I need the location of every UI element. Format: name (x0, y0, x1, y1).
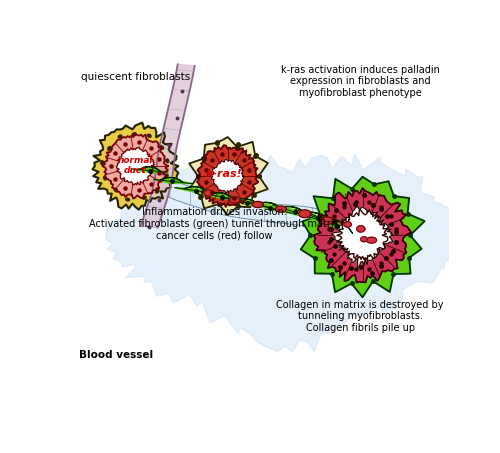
Ellipse shape (132, 133, 136, 135)
Polygon shape (197, 145, 258, 207)
Polygon shape (256, 202, 283, 211)
Polygon shape (140, 167, 160, 172)
Ellipse shape (166, 174, 168, 178)
Polygon shape (276, 206, 286, 212)
Ellipse shape (166, 159, 168, 163)
Polygon shape (298, 210, 311, 217)
Text: quiescent fibroblasts: quiescent fibroblasts (80, 72, 190, 82)
Ellipse shape (108, 147, 111, 150)
Polygon shape (172, 179, 193, 183)
Polygon shape (211, 159, 244, 193)
Polygon shape (332, 207, 393, 267)
Ellipse shape (148, 134, 151, 137)
Polygon shape (210, 193, 234, 199)
Polygon shape (196, 189, 216, 193)
Ellipse shape (104, 176, 106, 180)
Polygon shape (174, 188, 197, 193)
Polygon shape (366, 237, 376, 243)
Polygon shape (301, 177, 424, 297)
Polygon shape (246, 201, 269, 207)
Polygon shape (234, 199, 260, 206)
Polygon shape (295, 209, 318, 221)
Polygon shape (202, 193, 222, 199)
Polygon shape (321, 217, 333, 225)
Polygon shape (270, 205, 291, 213)
Polygon shape (317, 216, 342, 228)
Polygon shape (102, 133, 168, 199)
Polygon shape (314, 188, 411, 283)
Polygon shape (344, 222, 352, 227)
Ellipse shape (156, 190, 159, 193)
Polygon shape (160, 178, 183, 183)
Polygon shape (150, 169, 168, 173)
Polygon shape (304, 212, 332, 224)
Polygon shape (337, 210, 388, 260)
Ellipse shape (160, 146, 164, 149)
Text: normal
duct: normal duct (118, 155, 153, 175)
Polygon shape (133, 158, 336, 255)
Polygon shape (132, 169, 150, 173)
Polygon shape (184, 187, 208, 193)
Polygon shape (154, 179, 172, 183)
Polygon shape (230, 197, 240, 203)
Polygon shape (222, 195, 241, 200)
Polygon shape (106, 152, 469, 352)
Ellipse shape (118, 135, 122, 138)
Text: k-ras activation induces palladin
expression in fibroblasts and
myofibroblast ph: k-ras activation induces palladin expres… (281, 65, 440, 98)
Text: k-ras!: k-ras! (206, 169, 242, 179)
Ellipse shape (142, 196, 146, 199)
Text: Collagen in matrix is destroyed by
tunneling myofibroblasts.
Collagen fibrils pi: Collagen in matrix is destroyed by tunne… (276, 299, 444, 333)
Polygon shape (360, 237, 368, 242)
Ellipse shape (101, 161, 103, 164)
Polygon shape (272, 205, 295, 214)
Polygon shape (280, 207, 310, 217)
Polygon shape (116, 147, 154, 185)
Polygon shape (189, 137, 268, 215)
Polygon shape (204, 190, 213, 196)
Polygon shape (252, 202, 263, 207)
Polygon shape (322, 218, 352, 233)
Ellipse shape (126, 198, 130, 201)
Polygon shape (356, 226, 365, 232)
Polygon shape (336, 224, 362, 238)
Ellipse shape (114, 188, 117, 192)
Polygon shape (225, 198, 248, 205)
Polygon shape (92, 123, 178, 210)
Polygon shape (294, 210, 316, 219)
Text: Blood vessel: Blood vessel (79, 350, 153, 360)
Text: Inflammation drives invasion.
Activated fibroblasts (green) tunnel through matri: Inflammation drives invasion. Activated … (88, 207, 339, 241)
Polygon shape (141, 64, 195, 227)
Polygon shape (246, 201, 270, 210)
Polygon shape (312, 214, 338, 228)
